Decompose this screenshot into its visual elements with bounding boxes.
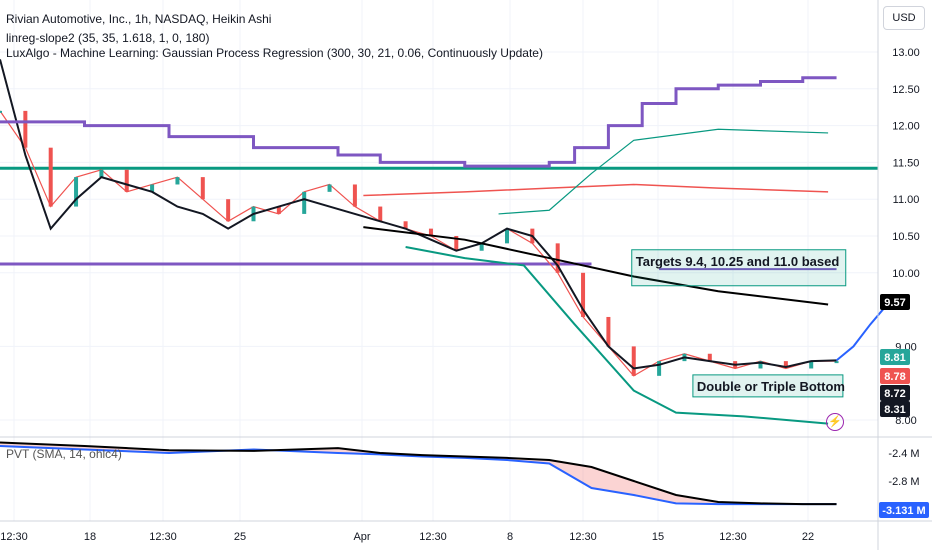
time-tick-label: 12:30 [0, 531, 28, 543]
price-label: 8.31 [880, 401, 910, 417]
candle [758, 361, 763, 369]
svg-text:-3.131 M: -3.131 M [882, 505, 925, 517]
svg-text:8.72: 8.72 [884, 388, 905, 400]
svg-text:9.57: 9.57 [884, 297, 905, 309]
pvt-last-value-label: -3.131 M [879, 502, 929, 518]
candle [99, 169, 104, 178]
pvt-tick-label: -2.4 M [888, 448, 919, 460]
price-tick-label: 11.00 [893, 194, 920, 206]
flash-icon[interactable]: ⚡ [826, 413, 844, 431]
candle [428, 228, 433, 236]
price-label: 8.72 [880, 385, 910, 401]
price-label: 9.57 [880, 294, 910, 310]
svg-text:8.78: 8.78 [884, 371, 905, 383]
svg-text:8.31: 8.31 [884, 404, 905, 416]
time-tick-label: 8 [507, 531, 513, 543]
candle [606, 316, 611, 347]
candle [834, 361, 839, 364]
time-tick-label: Apr [353, 531, 370, 543]
price-tick-label: 12.00 [892, 121, 920, 133]
indicator-linreg-label: linreg-slope2 (35, 35, 1.618, 1, 0, 180) [6, 31, 210, 45]
candle [226, 199, 231, 222]
annotation-text: Double or Triple Bottom [697, 379, 845, 394]
time-tick-label: 18 [84, 531, 96, 543]
candle [479, 243, 484, 251]
candle [276, 206, 281, 214]
candle [783, 361, 788, 369]
price-tick-label: 13.00 [892, 47, 920, 59]
candle [809, 361, 814, 369]
candle [48, 147, 53, 207]
price-tick-label: 8.00 [895, 415, 916, 427]
indicator-gpr-label: LuxAlgo - Machine Learning: Gaussian Pro… [6, 46, 543, 60]
candle [124, 169, 129, 192]
time-tick-label: 12:30 [149, 531, 177, 543]
pvt-tick-label: -2.8 M [888, 476, 919, 488]
bottom-annotation[interactable]: Double or Triple Bottom [692, 374, 845, 398]
series-regression-upper [363, 183, 829, 197]
candle [631, 346, 636, 376]
candle [200, 177, 205, 200]
pvt-fill [0, 442, 837, 505]
annotation-text: Targets 9.4, 10.25 and 11.0 based [636, 254, 840, 269]
time-tick-label: 25 [234, 531, 246, 543]
candle [378, 206, 383, 222]
candle [0, 110, 2, 113]
candle [707, 353, 712, 362]
price-label: 8.78 [880, 368, 910, 384]
price-tick-label: 11.50 [893, 157, 920, 169]
candle [555, 243, 560, 273]
series-regression-lower [405, 246, 829, 425]
pvt-title: PVT (SMA, 14, ohlc4) [6, 447, 122, 461]
time-tick-label: 12:30 [569, 531, 597, 543]
price-label: 8.81 [880, 349, 910, 365]
series-pvt-sma [0, 441, 837, 506]
candle [302, 191, 307, 214]
candle [581, 272, 586, 317]
chart-title: Rivian Automotive, Inc., 1h, NASDAQ, Hei… [6, 12, 272, 26]
series-regression-outer [498, 128, 829, 215]
series-regression-mid [363, 226, 829, 306]
price-tick-label: 10.00 [892, 268, 920, 280]
candle [403, 221, 408, 229]
candle [327, 184, 332, 192]
candle [454, 236, 459, 251]
time-tick-label: 12:30 [719, 531, 747, 543]
candle [150, 184, 155, 192]
time-tick-label: 15 [652, 531, 664, 543]
series-purple-step-line [0, 76, 837, 168]
series-gpr-forecast [835, 303, 889, 362]
targets-annotation[interactable]: Targets 9.4, 10.25 and 11.0 based [631, 249, 847, 287]
time-tick-label: 22 [802, 531, 814, 543]
svg-text:8.81: 8.81 [884, 352, 905, 364]
candle [175, 177, 180, 185]
price-tick-label: 10.50 [892, 231, 920, 243]
candle [23, 110, 28, 148]
candle [657, 361, 662, 376]
candle [74, 177, 79, 207]
candle [505, 228, 509, 244]
candle [352, 184, 357, 207]
currency-button[interactable]: USD [883, 6, 925, 30]
price-tick-label: 12.50 [892, 84, 920, 96]
time-tick-label: 12:30 [419, 531, 447, 543]
